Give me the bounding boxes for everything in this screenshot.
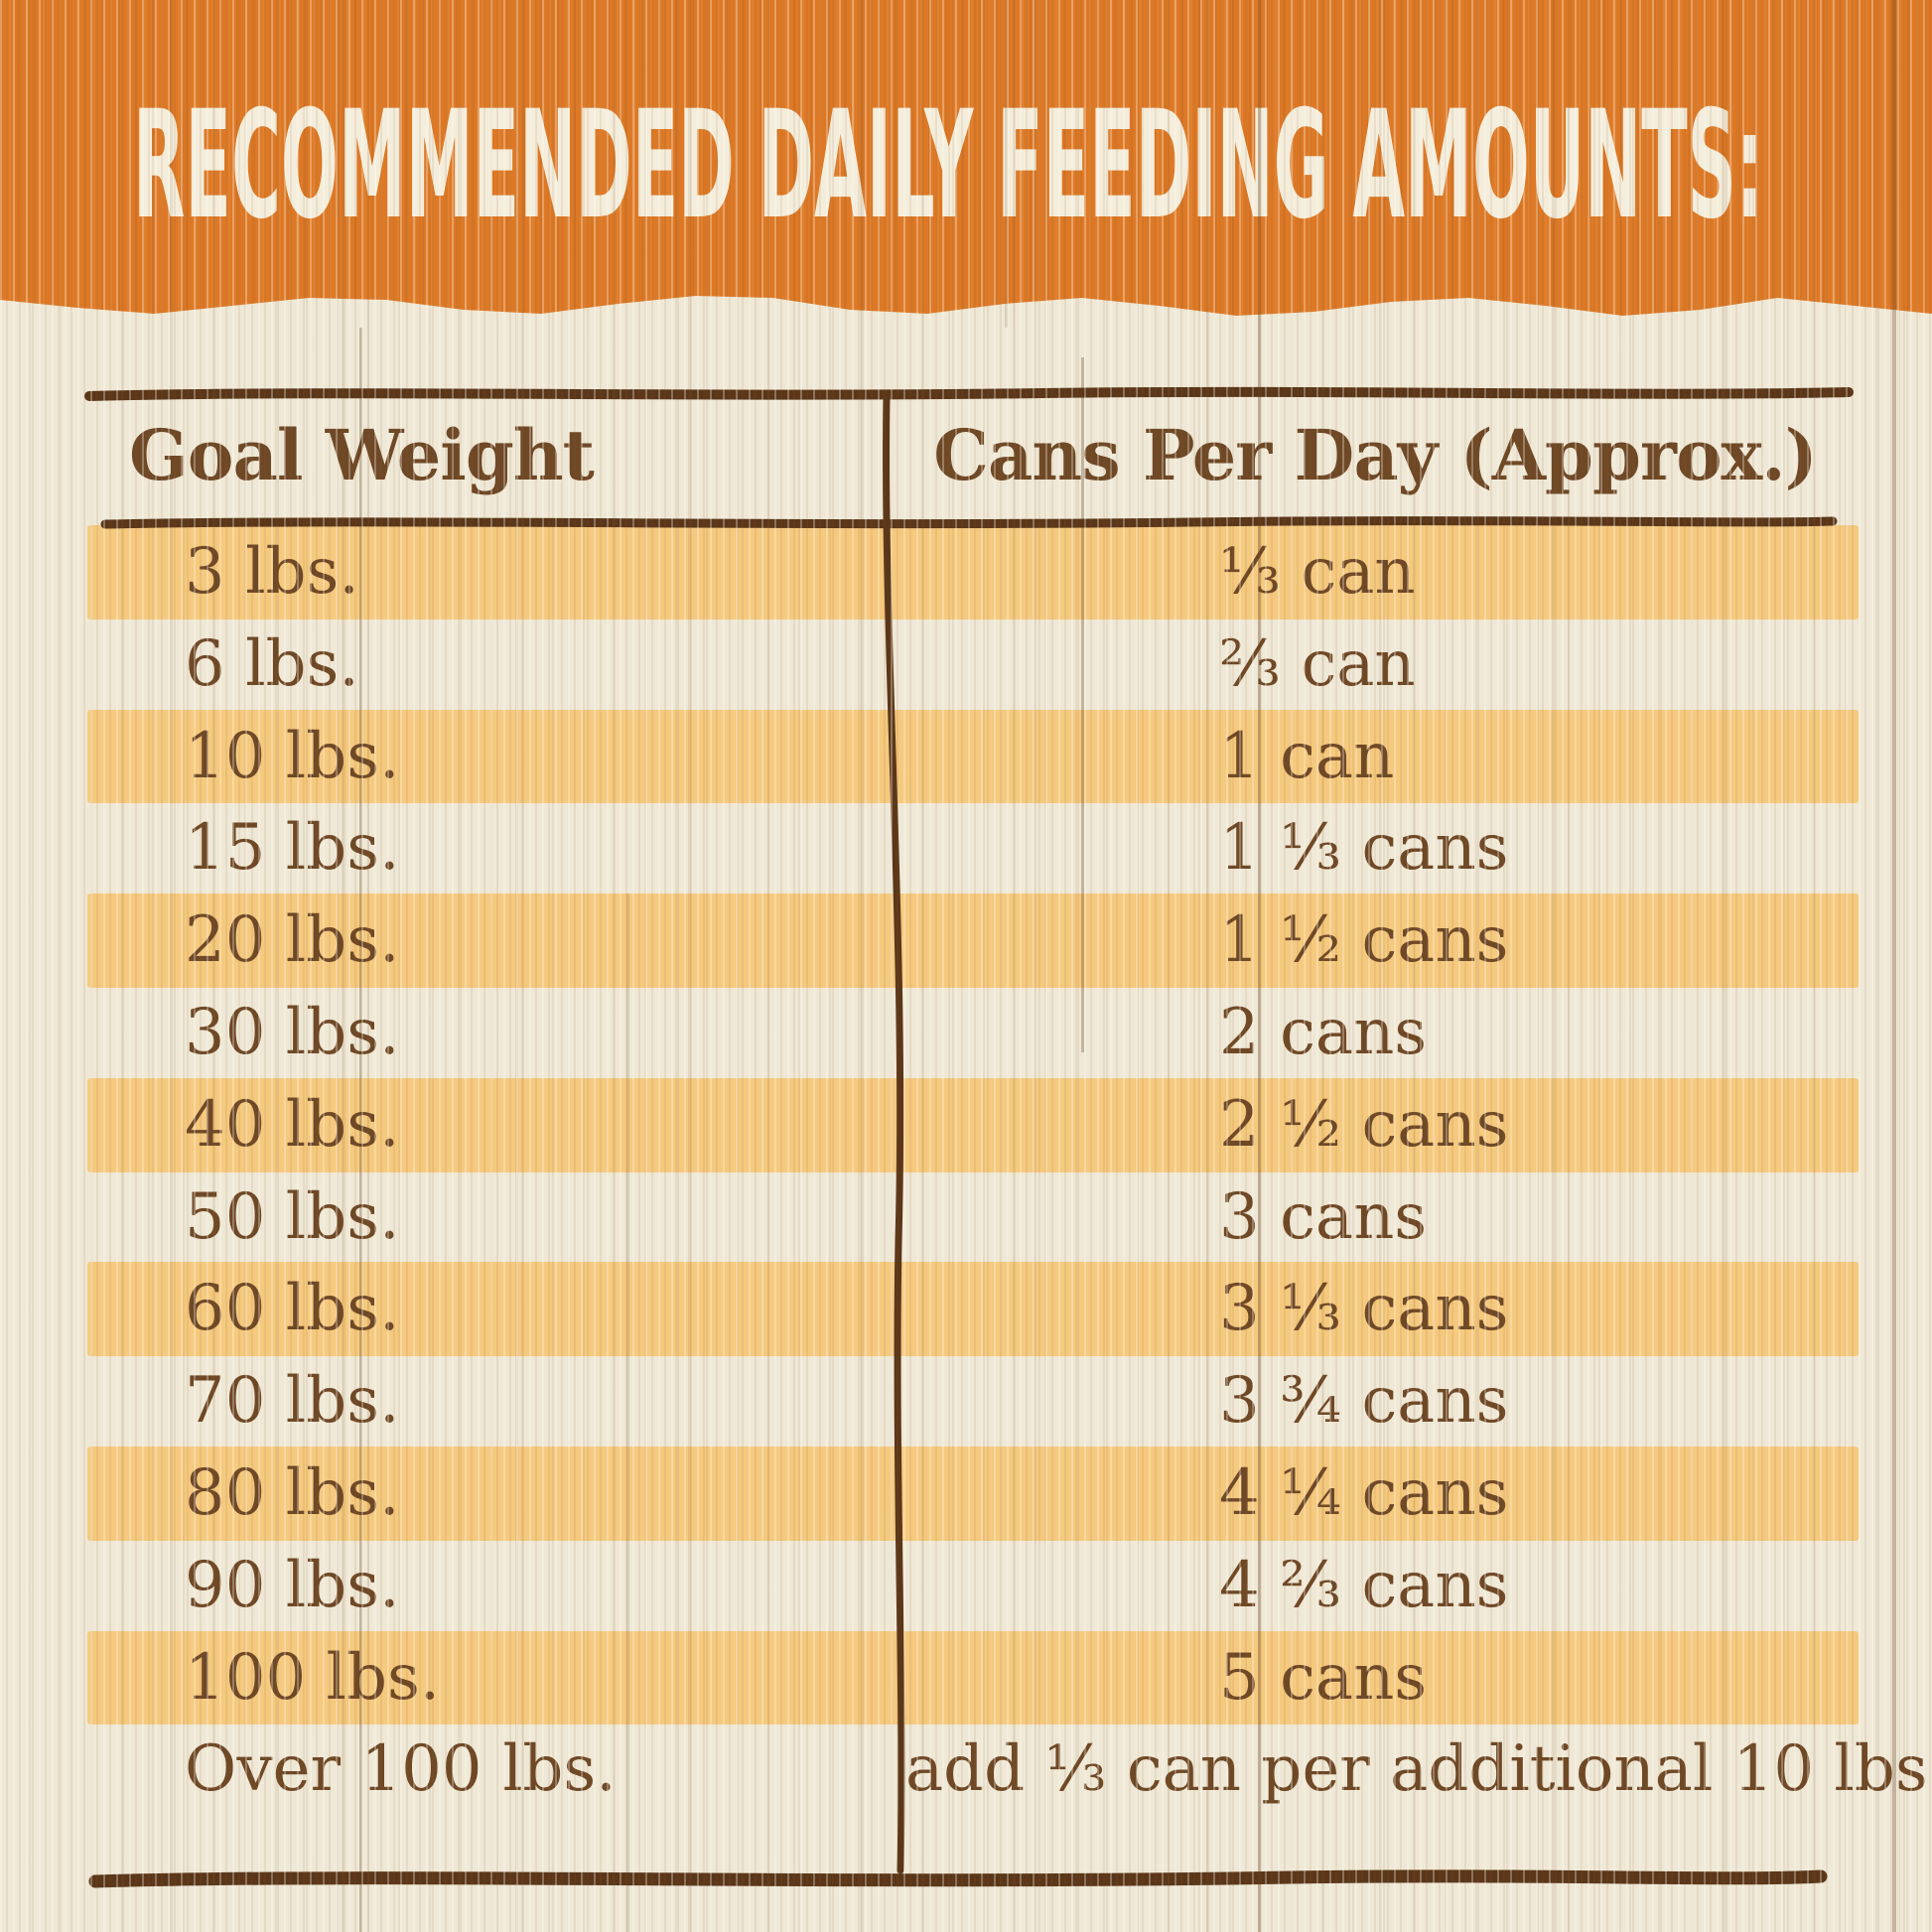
goal-weight-cell: 15 lbs. [185,811,400,886]
cans-per-day-cell: 1 ½ cans [1219,903,1509,978]
page-title: RECOMMENDED DAILY FEEDING AMOUNTS: [133,79,1763,252]
table-header-rule [100,516,1838,529]
cans-per-day-cell: 3 ⅓ cans [1219,1272,1509,1346]
table-row: 3 lbs. ⅓ can [0,525,1932,620]
goal-weight-cell: 70 lbs. [185,1364,400,1439]
header-band: RECOMMENDED DAILY FEEDING AMOUNTS: [0,0,1932,316]
table-body: 3 lbs. ⅓ can 6 lbs. ⅔ can 10 lbs. 1 can … [0,525,1932,1816]
goal-weight-cell: 80 lbs. [185,1455,400,1530]
table-row: 20 lbs. 1 ½ cans [0,894,1932,988]
cans-per-day-cell: 1 ⅓ cans [1219,811,1509,886]
table-top-rule [84,386,1854,401]
wood-seam [1005,0,1008,328]
table-bottom-rule [88,1869,1828,1888]
goal-weight-cell: 6 lbs. [185,626,359,701]
table-row: 40 lbs. 2 ½ cans [0,1077,1932,1173]
wood-seam [359,328,362,1932]
cans-per-day-cell: ⅓ can [1219,535,1416,609]
cans-per-day-cell: 3 cans [1219,1179,1428,1254]
goal-weight-cell: 60 lbs. [185,1272,400,1346]
table-row: 100 lbs. 5 cans [0,1630,1932,1725]
table-row: 80 lbs. 4 ¼ cans [0,1446,1932,1541]
cans-per-day-cell: 2 cans [1219,995,1428,1069]
goal-weight-cell: 20 lbs. [185,903,400,978]
wood-seam [1258,0,1261,1932]
cans-per-day-cell: 2 ½ cans [1219,1087,1509,1162]
goal-weight-cell: 100 lbs. [185,1640,441,1715]
column-header-goal-weight: Goal Weight [129,414,595,496]
table-row: Over 100 lbs. add ⅓ can per additional 1… [0,1724,1932,1816]
table-row: 15 lbs. 1 ⅓ cans [0,802,1932,895]
goal-weight-cell: 10 lbs. [185,719,400,793]
table-row: 70 lbs. 3 ¾ cans [0,1355,1932,1448]
cans-per-day-cell: ⅔ can [1219,626,1416,701]
page-title-text: RECOMMENDED DAILY FEEDING AMOUNTS: [133,79,1763,252]
table-row: 6 lbs. ⅔ can [0,619,1932,711]
goal-weight-cell: 50 lbs. [185,1179,400,1254]
cans-per-day-cell: 1 can [1219,719,1395,793]
wood-seam [626,894,629,1932]
table-row: 50 lbs. 3 cans [0,1172,1932,1264]
table-row: 90 lbs. 4 ⅔ cans [0,1540,1932,1632]
cans-per-day-cell: 4 ⅔ cans [1219,1548,1509,1622]
table-row: 10 lbs. 1 can [0,709,1932,804]
cans-per-day-cell: 5 cans [1219,1640,1428,1715]
goal-weight-cell: 90 lbs. [185,1548,400,1622]
cans-per-day-cell: 3 ¾ cans [1219,1364,1509,1439]
cans-per-day-cell: add ⅓ can per additional 10 lbs. [905,1732,1932,1807]
wood-seam [1892,0,1896,1932]
goal-weight-cell: 30 lbs. [185,995,400,1069]
table-row: 60 lbs. 3 ⅓ cans [0,1262,1932,1356]
column-header-cans-per-day: Cans Per Day (Approx.) [933,414,1818,496]
goal-weight-cell: 40 lbs. [185,1087,400,1162]
goal-weight-cell: 3 lbs. [185,535,359,609]
goal-weight-cell: Over 100 lbs. [185,1732,617,1807]
table-row: 30 lbs. 2 cans [0,987,1932,1079]
cans-per-day-cell: 4 ¼ cans [1219,1455,1509,1530]
wood-seam [1081,357,1084,1052]
